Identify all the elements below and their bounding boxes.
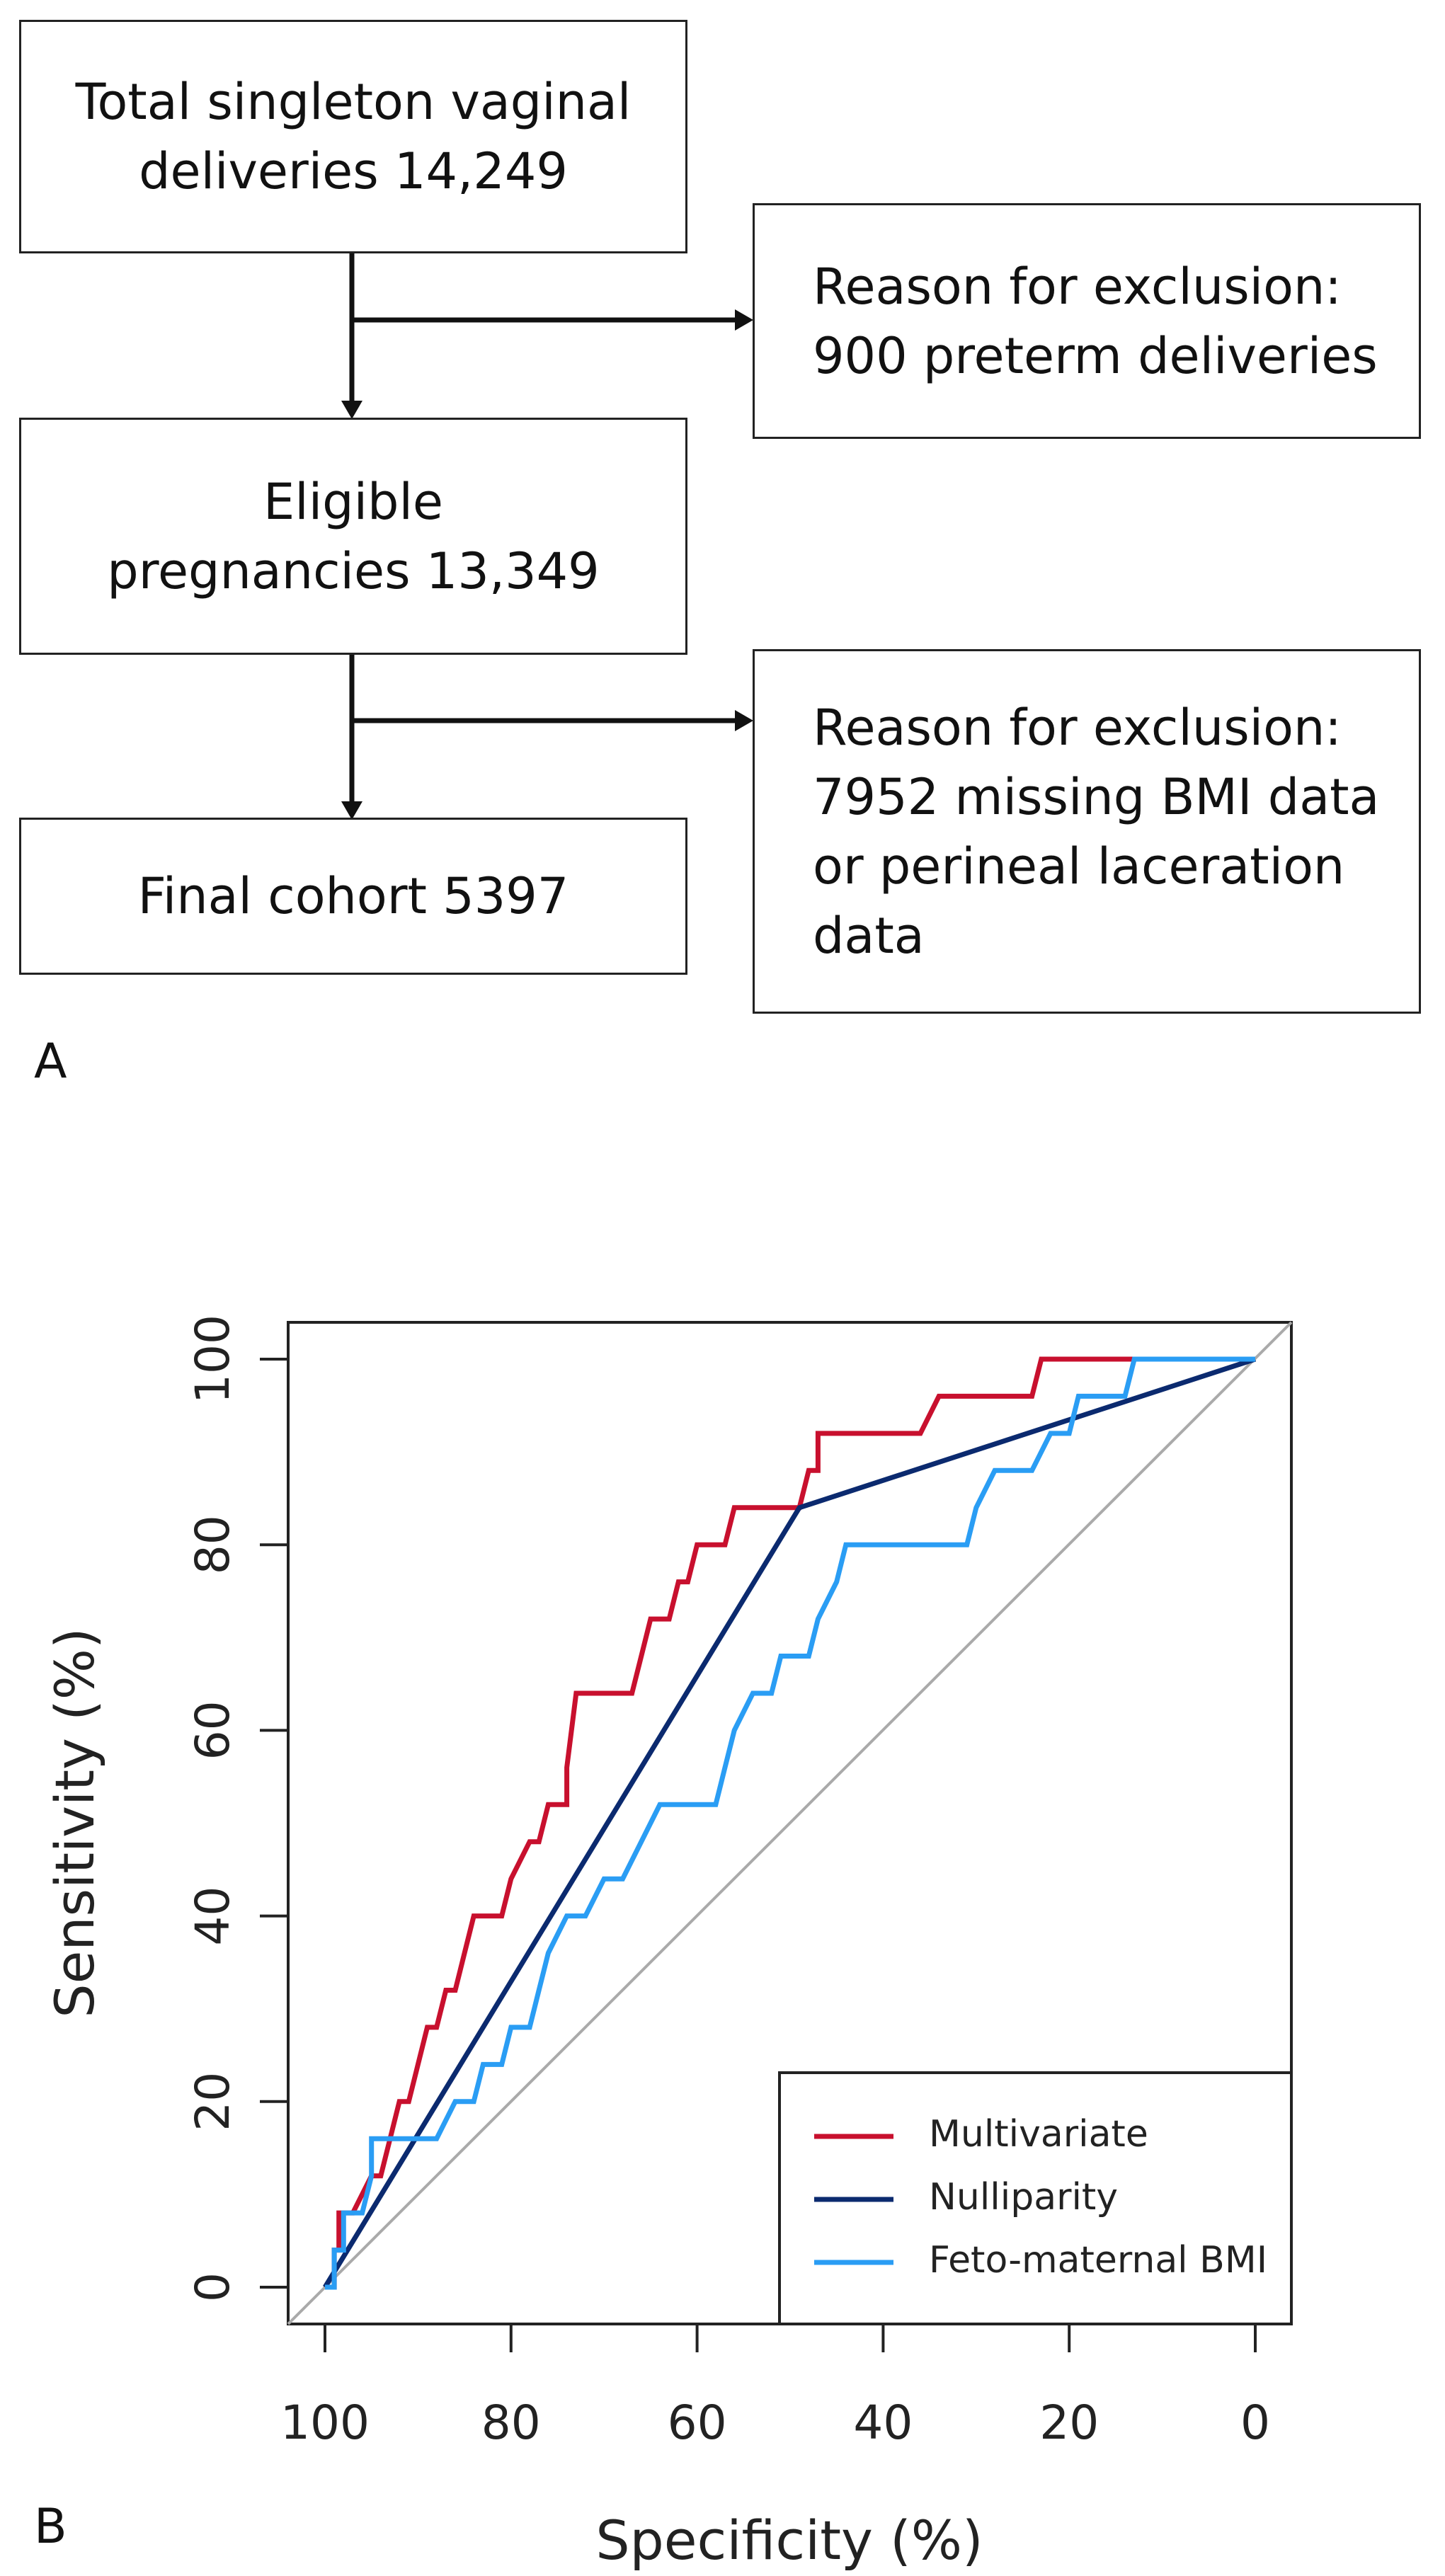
plot-frame — [287, 1321, 1293, 2325]
box-exclusion-preterm: Reason for exclusion: 900 preterm delive… — [753, 203, 1421, 439]
y-tick-label-80: 80 — [185, 1515, 240, 1574]
x-tick-label-40: 40 — [853, 2395, 913, 2450]
flowchart-connectors — [341, 253, 753, 820]
x-tick-label-0: 0 — [1240, 2395, 1270, 2450]
exclusion-missing-data-text: Reason for exclusion: 7952 missing BMI d… — [813, 698, 1380, 965]
y-tick-label-0: 0 — [185, 2272, 240, 2302]
arrowhead-exclusion-1 — [735, 309, 753, 331]
legend-label-nulliparity: Nulliparity — [929, 2176, 1118, 2219]
y-tick-label-60: 60 — [185, 1700, 240, 1760]
legend-label-multivariate: Multivariate — [929, 2113, 1148, 2156]
x-axis-title: Specificity (%) — [595, 2509, 983, 2572]
series-line-multivariate — [325, 1356, 1144, 2290]
legend-label-feto-maternal-bmi: Feto-maternal BMI — [929, 2239, 1267, 2282]
y-tick-label-100: 100 — [185, 1315, 240, 1404]
x-tick-label-20: 20 — [1039, 2395, 1099, 2450]
final-cohort-text: Final cohort 5397 — [137, 867, 569, 925]
x-tick-label-80: 80 — [481, 2395, 541, 2450]
x-tick-label-100: 100 — [280, 2395, 370, 2450]
exclusion-preterm-text: Reason for exclusion: 900 preterm delive… — [813, 257, 1378, 385]
series-line-nulliparity — [323, 1356, 1257, 2289]
y-tick-label-40: 40 — [185, 1887, 240, 1946]
series-line-feto-maternal-bmi — [325, 1356, 1255, 2290]
box-total-deliveries: Total singleton vaginal deliveries 14,24… — [19, 20, 687, 253]
box-exclusion-missing-data: Reason for exclusion: 7952 missing BMI d… — [753, 649, 1421, 1014]
reference-diagonal — [287, 1321, 1293, 2325]
box-final-cohort: Final cohort 5397 — [19, 818, 687, 975]
box-eligible-pregnancies: Eligible pregnancies 13,349 — [19, 418, 687, 655]
eligible-pregnancies-text: Eligible pregnancies 13,349 — [107, 472, 600, 600]
arrowhead-final — [341, 801, 362, 820]
arrowhead-eligible — [341, 401, 362, 419]
arrowhead-exclusion-2 — [735, 710, 753, 731]
y-axis-title: Sensitivity (%) — [43, 1627, 106, 2017]
y-tick-label-20: 20 — [185, 2072, 240, 2131]
x-tick-label-60: 60 — [668, 2395, 727, 2450]
total-deliveries-text: Total singleton vaginal deliveries 14,24… — [75, 73, 632, 200]
legend-box — [778, 2071, 1293, 2325]
panel-label-b: B — [34, 2499, 67, 2555]
panel-label-a: A — [34, 1034, 67, 1089]
